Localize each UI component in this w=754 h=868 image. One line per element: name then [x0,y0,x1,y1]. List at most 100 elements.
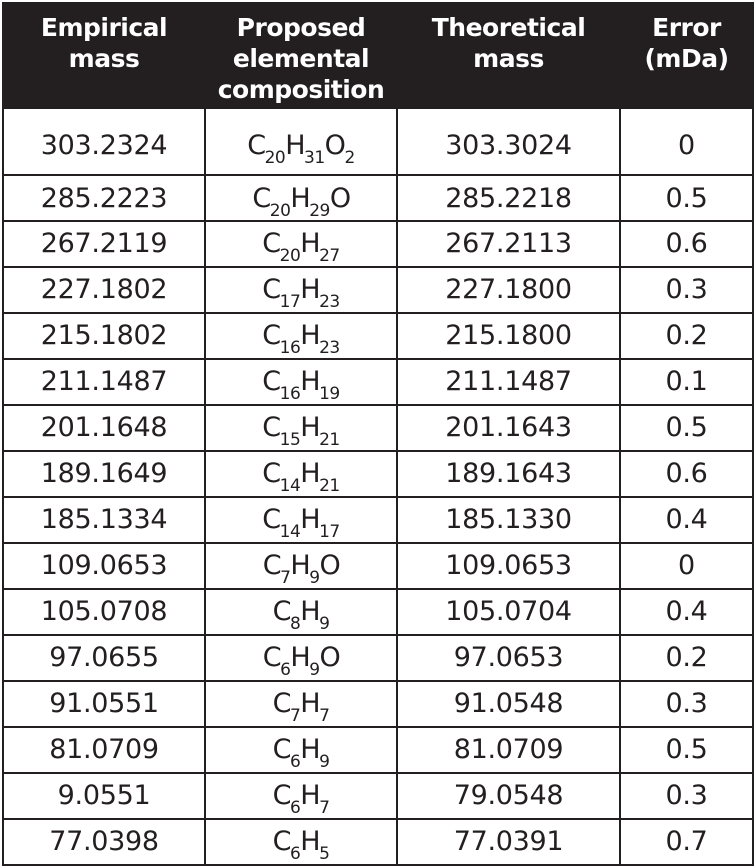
element-count: 7 [289,706,301,727]
empirical-mass-cell: 303.2324 [2,106,206,177]
composition-cell: C7H7 [204,679,398,728]
error-cell: 0.6 [619,220,754,268]
element-symbol: C [262,228,281,260]
element-count: 6 [289,798,301,819]
element-symbol: C [262,412,281,444]
element-count: 17 [279,292,301,313]
element-symbol: C [262,642,282,674]
table-row: 91.0551 C7H7 91.0548 0.3 [2,679,754,728]
composition-cell: C14H21 [204,449,398,498]
theoretical-mass-cell: 303.3024 [396,106,621,177]
error-cell: 0.3 [619,265,754,314]
error-cell: 0.4 [619,495,754,544]
element-count: 23 [319,292,340,313]
element-count: 29 [309,200,330,221]
element-symbol: C [262,550,282,582]
element-symbol: C [272,734,292,766]
chemical-formula: C20H31O2 [247,130,355,167]
element-count: 20 [264,148,286,168]
table-row: 105.0708 C8H9 105.0704 0.4 [2,587,754,636]
table-body: 303.2324 C20H31O2 303.3024 0 285.2223 C20H29O… [2,106,754,867]
element-count: 16 [279,384,301,405]
header-error: Error (mDa) [619,2,754,108]
empirical-mass-cell: 185.1334 [2,495,206,544]
table-row: 285.2223 C20H29O 285.2218 0.5 [2,174,754,222]
empirical-mass-cell: 201.1648 [2,403,206,452]
empirical-mass-cell: 189.1649 [2,449,206,498]
empirical-mass-cell: 215.1802 [2,311,206,360]
error-cell: 0.2 [619,311,754,360]
element-symbol: H [300,320,320,352]
table-row: 303.2324 C20H31O2 303.3024 0 [2,106,754,177]
error-cell: 0 [619,541,754,590]
empirical-mass-cell: 105.0708 [2,587,206,636]
table-row: 77.0398 C6H5 77.0391 0.7 [2,817,754,867]
empirical-mass-cell: 109.0653 [2,541,206,590]
theoretical-mass-cell: 109.0653 [396,541,621,590]
error-cell: 0.3 [619,771,754,820]
table-row: 109.0653 C7H9O 109.0653 0 [2,541,754,590]
table-row: 215.1802 C16H23 215.1800 0.2 [2,311,754,360]
header-line: Error [652,13,721,42]
element-count: 21 [319,430,340,451]
element-symbol: C [252,182,271,214]
element-symbol: O [319,642,341,674]
element-count: 7 [319,798,330,819]
chemical-formula: C6H7 [273,780,330,817]
chemical-formula: C7H9O [262,550,341,587]
element-count: 9 [309,660,320,681]
table-row: 211.1487 C16H19 211.1487 0.1 [2,357,754,406]
element-count: 20 [269,200,291,221]
composition-cell: C20H27 [204,220,398,268]
element-symbol: H [300,826,320,858]
theoretical-mass-cell: 79.0548 [396,771,621,820]
table-row: 9.0551 C6H7 79.0548 0.3 [2,771,754,820]
element-count: 5 [319,844,330,865]
element-symbol: C [272,688,292,720]
element-symbol: C [262,504,281,536]
composition-cell: C17H23 [204,265,398,314]
chemical-formula: C14H17 [262,504,340,541]
table-row: 227.1802 C17H23 227.1800 0.3 [2,265,754,314]
element-symbol: H [300,688,320,720]
composition-cell: C16H19 [204,357,398,406]
element-count: 20 [279,246,301,267]
error-cell: 0.4 [619,587,754,636]
chemical-formula: C6H9O [262,642,341,679]
element-symbol: H [300,228,320,260]
element-symbol: H [300,412,320,444]
element-symbol: H [300,504,320,536]
header-line: Theoretical [431,13,586,42]
chemical-formula: C8H9 [273,596,330,633]
element-symbol: H [300,366,320,398]
chemical-formula: C14H21 [262,458,340,495]
header-line: mass [68,44,140,73]
theoretical-mass-cell: 77.0391 [396,817,621,867]
header-line: (mDa) [644,44,729,73]
empirical-mass-cell: 227.1802 [2,265,206,314]
element-count: 15 [279,430,301,451]
element-symbol: H [300,458,320,490]
theoretical-mass-cell: 189.1643 [396,449,621,498]
header-line: Proposed [236,13,366,42]
empirical-mass-cell: 81.0709 [2,725,206,774]
element-count: 16 [279,338,301,359]
composition-cell: C8H9 [204,587,398,636]
element-count: 21 [319,476,340,497]
header-proposed-composition: Proposed elemental composition [204,2,398,108]
element-count: 7 [280,568,291,589]
element-count: 27 [319,246,340,267]
theoretical-mass-cell: 285.2218 [396,174,621,222]
element-symbol: C [272,826,292,858]
theoretical-mass-cell: 81.0709 [396,725,621,774]
theoretical-mass-cell: 267.2113 [396,220,621,268]
error-cell: 0.5 [619,725,754,774]
table-row: 97.0655 C6H9O 97.0653 0.2 [2,633,754,682]
theoretical-mass-cell: 97.0653 [396,633,621,682]
empirical-mass-cell: 9.0551 [2,771,206,820]
element-count: 9 [319,752,330,773]
empirical-mass-cell: 285.2223 [2,174,206,222]
element-symbol: H [285,130,305,161]
element-symbol: O [329,182,351,214]
element-count: 6 [280,660,291,681]
